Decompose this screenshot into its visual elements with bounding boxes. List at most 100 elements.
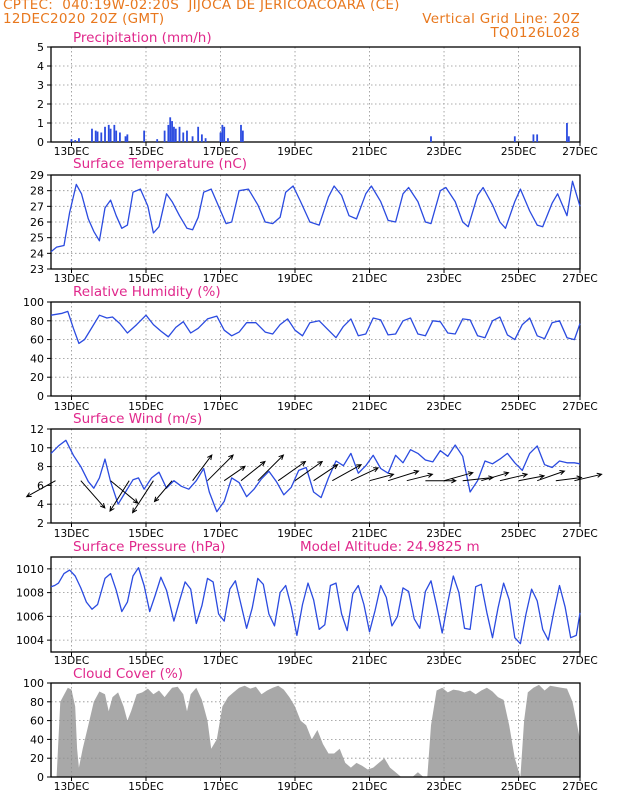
y-tick-label: 24 [30,247,44,260]
header-model-code: TQ0126L028 [490,25,580,41]
x-tick-label: 27DEC [562,528,597,540]
panel-title-cloud: Cloud Cover (%) [73,666,183,682]
x-tick-label: 25DEC [501,781,536,793]
wind-vector-arrow [443,471,474,482]
x-tick-label: 23DEC [426,273,461,285]
x-tick-label: 21DEC [352,528,387,540]
x-tick-label: 19DEC [277,655,312,667]
wind-vector-arrow [369,472,395,482]
panel-frame [50,301,581,397]
precip-bar [119,132,121,142]
x-tick-label: 25DEC [501,528,536,540]
wind-vector-arrow [277,460,307,482]
y-tick-label: 0 [37,136,44,149]
wind-vector-arrow [110,480,139,504]
model-altitude-label: Model Altitude: 24.9825 m [300,539,480,555]
x-tick-label: 15DEC [128,528,163,540]
wind-vector-arrow [131,480,154,514]
precip-bar [70,139,73,142]
y-tick-label: 25 [30,232,44,245]
y-tick-label: 27 [30,200,44,213]
x-tick-label: 21DEC [352,401,387,413]
y-tick-label: 1006 [16,610,44,623]
y-tick-label: 0 [37,771,44,784]
precip-bar [221,124,224,142]
x-tick-label: 15DEC [128,655,163,667]
precip-bar [100,132,103,142]
wind-vectors [25,454,603,514]
precip-bar [204,138,207,142]
precip-bar [126,134,129,142]
precip-bar [104,126,106,142]
x-tick-label: 27DEC [562,655,597,667]
x-tick-label: 23DEC [426,655,461,667]
x-tick-label: 15DEC [128,401,163,413]
precip-bar [107,124,110,142]
panel-frame [50,556,581,653]
precip-bar [115,130,118,142]
y-tick-label: 40 [30,352,44,365]
precip-bar [173,126,175,142]
precip-bar [113,124,116,142]
panel-precip: 0 1 2 3 4 5 13DEC 15DEC 17DEC 19DEC 21DEC 23DEC 25DE… [37,30,598,158]
x-tick-label: 27DEC [562,146,597,158]
panel-title-wind: Surface Wind (m/s) [73,411,202,427]
x-tick-label: 17DEC [203,401,238,413]
precip-bar [91,128,93,142]
x-tick-label: 21DEC [352,273,387,285]
panel-rh: 0 20 40 60 80 100 13DEC 15DEC 17DEC 19DEC 21DEC 23D… [23,284,598,413]
y-tick-label: 12 [30,423,44,436]
y-tick-label: 60 [30,334,44,347]
precip-bar [240,124,242,142]
precip-bar [567,136,570,142]
panel-title-temp: Surface Temperature (nC) [73,156,247,172]
y-tick-label: 4 [37,498,44,511]
wind-vector-arrow [332,464,363,482]
wind-vector-arrow [481,471,510,482]
y-tick-label: 1008 [16,587,44,600]
precip-bar [109,128,112,142]
wind-vector-arrow [425,478,457,484]
x-tick-label: 23DEC [426,781,461,793]
grid-temp [51,175,580,269]
panel-title-pres: Surface Pressure (hPa) [73,539,226,555]
wind-vector-arrow [80,480,106,509]
y-tick-label: 8 [37,461,44,474]
y-tick-label: 2 [37,517,44,530]
x-tick-label: 21DEC [352,655,387,667]
x-tick-label: 25DEC [501,655,536,667]
x-tick-label: 23DEC [426,401,461,413]
precip-bar [536,134,539,142]
wind-vector-arrow [406,472,434,482]
y-tick-label: 80 [30,696,44,709]
x-tick-label: 19DEC [277,528,312,540]
y-tick-label: 1004 [16,634,44,647]
wind-vector-arrow [153,480,173,503]
wind-vector-arrow [207,454,234,482]
x-tick-label: 27DEC [562,401,597,413]
precip-bar [223,126,226,142]
grid-precip [51,47,580,142]
x-tick-label: 27DEC [562,273,597,285]
panel-frame [50,428,581,524]
wind-vector-arrow [294,460,324,482]
grid-pres [51,557,580,652]
series-line-pres [50,567,581,645]
panel-cloud: 0 20 40 60 80 100 13DEC 15DEC 17DEC 19DEC 21DEC 23D… [23,666,598,793]
x-tick-label: 17DEC [203,146,238,158]
wind-vector-arrow [109,480,130,513]
x-tick-label: 19DEC [277,273,312,285]
y-tick-label: 6 [37,479,44,492]
y-tick-label: 20 [30,752,44,765]
header-run-time: 12DEC2020 20Z (GMT) [3,11,165,27]
precip-bar [513,136,516,142]
x-tick-label: 21DEC [352,146,387,158]
precip-bar [174,128,177,142]
y-tick-label: 3 [37,79,44,92]
precip-bar [566,123,568,142]
y-tick-label: 2 [37,98,44,111]
x-tick-label: 13DEC [54,528,89,540]
x-tick-label: 13DEC [54,401,89,413]
x-tick-label: 13DEC [54,781,89,793]
header-grid-line-info: Vertical Grid Line: 20Z [422,11,580,27]
